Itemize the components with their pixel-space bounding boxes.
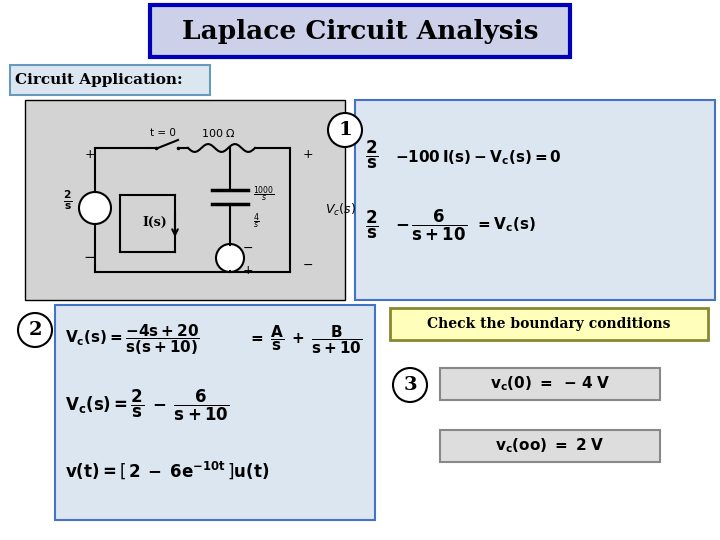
FancyBboxPatch shape [150,5,570,57]
Text: −: − [84,251,96,266]
Text: $\mathbf{\dfrac{2}{s}}$: $\mathbf{\dfrac{2}{s}}$ [365,209,379,241]
Text: +: + [85,148,95,161]
Text: Circuit Application:: Circuit Application: [15,73,183,87]
Text: t = 0: t = 0 [150,128,176,138]
FancyBboxPatch shape [440,430,660,462]
Text: +: + [243,264,253,276]
Text: I(s): I(s) [143,215,167,228]
Text: $\mathbf{v(t) = \left[\,2\;-\;6e^{-10t}\,\right]u(t)}$: $\mathbf{v(t) = \left[\,2\;-\;6e^{-10t}\… [65,459,269,481]
Text: $\mathbf{= V_c(s)}$: $\mathbf{= V_c(s)}$ [475,215,536,234]
Text: $\mathbf{v_c(0)\ =\ -\,4\ V}$: $\mathbf{v_c(0)\ =\ -\,4\ V}$ [490,375,611,393]
Text: 3: 3 [403,376,417,394]
FancyBboxPatch shape [440,368,660,400]
FancyBboxPatch shape [55,305,375,520]
FancyBboxPatch shape [355,100,715,300]
Text: 1: 1 [338,121,352,139]
Circle shape [328,113,362,147]
Text: $\mathbf{V_c(s) = \dfrac{2}{s}\;-\;\dfrac{6}{s+10}}$: $\mathbf{V_c(s) = \dfrac{2}{s}\;-\;\dfra… [65,387,230,423]
Text: $\mathbf{V_c(s) = \dfrac{-4s+20}{s(s+10)}}$: $\mathbf{V_c(s) = \dfrac{-4s+20}{s(s+10)… [65,322,200,357]
Circle shape [79,192,111,224]
Circle shape [216,244,244,272]
Circle shape [18,313,52,347]
Text: 100 $\Omega$: 100 $\Omega$ [201,127,235,139]
Circle shape [393,368,427,402]
Text: $\mathbf{=\;\dfrac{A}{s}\;+\;\dfrac{B}{s+10}}$: $\mathbf{=\;\dfrac{A}{s}\;+\;\dfrac{B}{s… [248,323,363,356]
Text: $\mathbf{-\,\dfrac{6}{s+10}}$: $\mathbf{-\,\dfrac{6}{s+10}}$ [395,207,467,242]
Text: Laplace Circuit Analysis: Laplace Circuit Analysis [181,18,539,44]
Text: $\frac{1000}{s}$: $\frac{1000}{s}$ [253,185,275,205]
Text: $\frac{4}{s}$: $\frac{4}{s}$ [253,212,260,232]
Text: +: + [302,148,313,161]
Text: $\bf{\frac{2}{s}}$: $\bf{\frac{2}{s}}$ [63,188,73,212]
FancyBboxPatch shape [390,308,708,340]
Text: 2: 2 [28,321,42,339]
Text: $\mathbf{v_c(oo)\ =\ 2\ V}$: $\mathbf{v_c(oo)\ =\ 2\ V}$ [495,437,605,455]
Text: Check the boundary conditions: Check the boundary conditions [427,317,671,331]
Text: $\mathbf{- 100\,I(s) - V_c(s) = 0}$: $\mathbf{- 100\,I(s) - V_c(s) = 0}$ [395,148,562,167]
Text: −: − [302,259,313,272]
FancyBboxPatch shape [10,65,210,95]
Text: −: − [243,241,253,254]
Text: $V_c(s)$: $V_c(s)$ [325,202,356,218]
Text: $\mathbf{\dfrac{2}{s}}$: $\mathbf{\dfrac{2}{s}}$ [365,139,379,171]
FancyBboxPatch shape [25,100,345,300]
